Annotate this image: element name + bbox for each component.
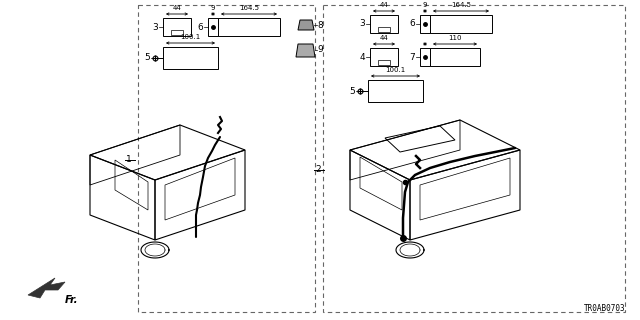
Text: 5: 5 — [144, 53, 150, 62]
Text: 44: 44 — [173, 5, 181, 11]
Text: Fr.: Fr. — [65, 295, 79, 305]
Text: 9: 9 — [317, 45, 323, 54]
Text: 100.1: 100.1 — [385, 67, 406, 73]
Bar — [378, 60, 390, 65]
Bar — [420, 15, 430, 33]
Text: TR0AB0703: TR0AB0703 — [584, 304, 625, 313]
Text: 8: 8 — [317, 20, 323, 29]
Bar — [430, 15, 492, 33]
Text: 2: 2 — [315, 165, 321, 174]
Text: 9: 9 — [423, 2, 428, 8]
Bar — [378, 27, 390, 32]
Polygon shape — [296, 44, 315, 57]
Bar — [370, 15, 398, 33]
Text: 7: 7 — [409, 52, 415, 61]
Text: 5: 5 — [349, 86, 355, 95]
Text: 9: 9 — [211, 5, 215, 11]
Bar — [208, 18, 218, 36]
Bar — [138, 5, 315, 312]
Bar — [368, 80, 423, 102]
Bar — [370, 48, 398, 66]
Bar — [163, 47, 218, 69]
Polygon shape — [298, 20, 314, 30]
Polygon shape — [28, 278, 65, 298]
Text: 3: 3 — [152, 22, 158, 31]
Text: 1: 1 — [126, 156, 132, 164]
Text: 4: 4 — [360, 52, 365, 61]
Bar — [430, 48, 480, 66]
Bar — [323, 5, 625, 312]
Text: 164.5: 164.5 — [239, 5, 259, 11]
Text: 44: 44 — [380, 35, 388, 41]
Text: 110: 110 — [448, 35, 461, 41]
Text: 164.5: 164.5 — [451, 2, 471, 8]
Bar — [218, 18, 280, 36]
Bar — [163, 18, 191, 36]
Text: 44: 44 — [380, 2, 388, 8]
Text: 6: 6 — [197, 22, 203, 31]
Text: 100.1: 100.1 — [180, 34, 200, 40]
Bar — [420, 48, 430, 66]
Text: 6: 6 — [409, 20, 415, 28]
Bar — [172, 30, 182, 35]
Text: 3: 3 — [359, 20, 365, 28]
